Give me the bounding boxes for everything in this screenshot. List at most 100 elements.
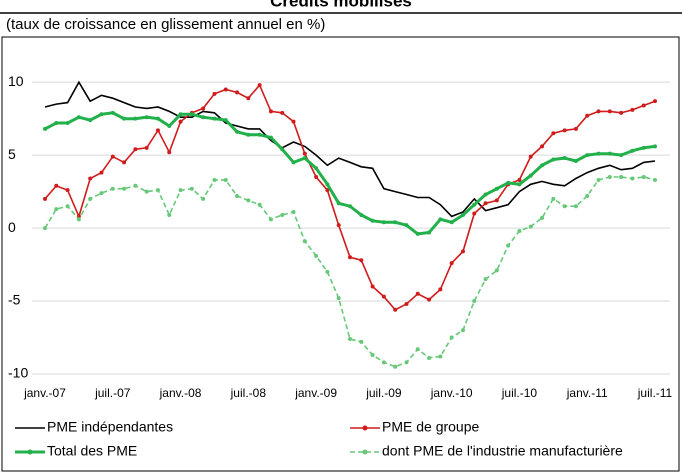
series-marker bbox=[438, 287, 443, 292]
legend-marker bbox=[362, 425, 368, 431]
series-marker bbox=[359, 339, 364, 344]
series-marker bbox=[460, 328, 465, 333]
series-marker bbox=[596, 177, 601, 182]
series-marker bbox=[201, 115, 206, 120]
series-marker bbox=[438, 354, 443, 359]
series-marker bbox=[189, 186, 194, 191]
series-marker bbox=[122, 186, 127, 191]
series-marker bbox=[393, 364, 398, 369]
series-marker bbox=[144, 145, 149, 150]
y-tick-label: 10 bbox=[8, 73, 24, 89]
series-marker bbox=[291, 210, 296, 215]
series-marker bbox=[348, 255, 352, 260]
series-marker bbox=[155, 116, 160, 121]
series-marker bbox=[551, 157, 556, 162]
series-marker bbox=[494, 186, 499, 191]
series-marker bbox=[65, 204, 70, 209]
series-marker bbox=[653, 144, 657, 149]
series-marker bbox=[155, 128, 160, 133]
series-marker bbox=[235, 90, 240, 95]
series-marker bbox=[257, 83, 262, 88]
series-marker bbox=[212, 91, 217, 96]
series-marker bbox=[122, 116, 127, 121]
series-marker bbox=[449, 220, 454, 225]
series-marker bbox=[189, 112, 194, 117]
series-marker bbox=[212, 116, 217, 121]
legend-marker bbox=[27, 449, 33, 455]
series-marker bbox=[246, 198, 251, 203]
series-marker bbox=[268, 109, 273, 114]
series-marker bbox=[641, 175, 646, 180]
series-marker bbox=[291, 160, 296, 165]
series-marker bbox=[381, 360, 386, 365]
series-marker bbox=[336, 223, 341, 228]
series-marker bbox=[76, 115, 81, 120]
series-marker bbox=[167, 212, 172, 217]
series-marker bbox=[65, 121, 70, 126]
series-marker bbox=[178, 188, 183, 193]
series-marker bbox=[562, 204, 567, 209]
series-marker bbox=[110, 186, 115, 191]
series-marker bbox=[223, 177, 228, 182]
series-marker bbox=[268, 135, 273, 140]
series-marker bbox=[517, 177, 522, 182]
series-marker bbox=[122, 160, 127, 165]
x-tick-label: janv.-09 bbox=[294, 386, 337, 400]
series-marker bbox=[596, 109, 601, 114]
series-marker bbox=[370, 218, 375, 223]
series-marker bbox=[167, 123, 172, 128]
series-marker bbox=[449, 335, 454, 340]
series-marker bbox=[540, 144, 545, 149]
y-tick-label: 0 bbox=[8, 219, 16, 235]
x-tick-label: juil.-08 bbox=[230, 386, 267, 400]
series-marker bbox=[336, 296, 341, 301]
series-marker bbox=[88, 118, 93, 123]
series-marker bbox=[483, 201, 488, 206]
series-marker bbox=[268, 217, 273, 222]
series-marker bbox=[99, 112, 104, 117]
x-tick-label: janv.-10 bbox=[430, 386, 473, 400]
series-line bbox=[44, 80, 656, 218]
series-marker bbox=[246, 96, 251, 101]
series-marker bbox=[381, 294, 386, 299]
series-marker bbox=[201, 196, 206, 201]
series-marker bbox=[528, 224, 533, 229]
series-marker bbox=[607, 175, 612, 180]
series-marker bbox=[630, 176, 635, 181]
series-marker bbox=[76, 217, 81, 222]
y-tick-label: -5 bbox=[8, 292, 21, 308]
series-marker bbox=[110, 154, 115, 159]
series-marker bbox=[494, 268, 499, 273]
series-marker bbox=[472, 211, 477, 216]
series-marker bbox=[302, 151, 307, 156]
legend-marker bbox=[362, 449, 368, 455]
series-marker bbox=[427, 355, 432, 360]
series-marker bbox=[178, 112, 183, 117]
series-marker bbox=[235, 193, 240, 198]
series-marker bbox=[415, 291, 420, 296]
series-marker bbox=[302, 156, 307, 161]
y-tick-label: 5 bbox=[8, 146, 16, 162]
series-marker bbox=[167, 150, 172, 155]
series-marker bbox=[235, 129, 240, 134]
series-marker bbox=[653, 177, 657, 182]
series-marker bbox=[314, 253, 319, 258]
series-marker bbox=[155, 188, 160, 193]
x-tick-label: janv.-08 bbox=[159, 386, 202, 400]
series-marker bbox=[517, 182, 522, 187]
series-marker bbox=[472, 202, 477, 207]
series-marker bbox=[483, 192, 488, 197]
series-marker bbox=[460, 212, 465, 217]
series-marker bbox=[280, 147, 285, 152]
series-marker bbox=[528, 173, 533, 178]
series-marker bbox=[472, 299, 477, 304]
series-marker bbox=[619, 153, 624, 158]
series-marker bbox=[257, 202, 262, 207]
legend-label: Total des PME bbox=[47, 443, 137, 459]
series-marker bbox=[65, 188, 70, 193]
series-marker bbox=[88, 176, 93, 181]
series-marker bbox=[483, 277, 488, 282]
series-marker bbox=[302, 239, 307, 244]
